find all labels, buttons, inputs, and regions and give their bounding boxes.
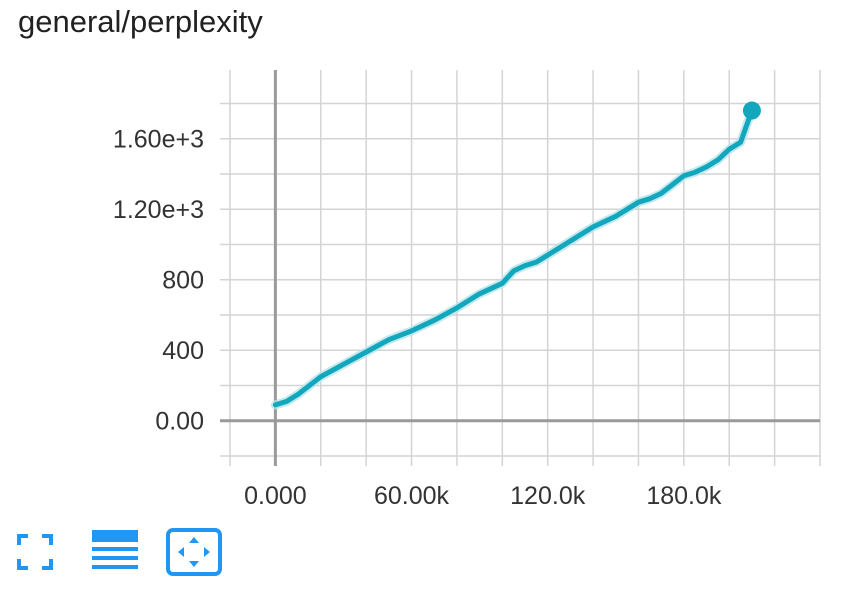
x-tick-label: 120.0k bbox=[510, 482, 586, 510]
x-tick-label: 60.00k bbox=[374, 482, 450, 510]
y-tick-labels: 0.00 400 800 1.20e+3 1.60e+3 bbox=[113, 126, 204, 436]
last-point-marker bbox=[742, 101, 761, 120]
series-line bbox=[272, 108, 755, 408]
fit-domain-icon[interactable] bbox=[166, 528, 222, 576]
y-tick-label: 400 bbox=[162, 337, 204, 365]
y-tick-label: 1.60e+3 bbox=[113, 126, 204, 154]
toggle-log-scale-icon[interactable] bbox=[92, 530, 138, 572]
x-tick-label: 180.0k bbox=[646, 482, 722, 510]
chart-title: general/perplexity bbox=[18, 4, 263, 39]
x-tick-label: 0.000 bbox=[244, 482, 307, 510]
x-tick-labels: 0.000 60.00k 120.0k 180.0k bbox=[244, 482, 722, 510]
y-tick-label: 0.00 bbox=[155, 408, 204, 436]
y-tick-label: 1.20e+3 bbox=[113, 196, 204, 224]
axes bbox=[220, 70, 820, 466]
y-tick-label: 800 bbox=[162, 267, 204, 295]
grid-lines bbox=[220, 70, 821, 466]
series-layer bbox=[270, 101, 761, 410]
fullscreen-icon[interactable] bbox=[17, 534, 53, 570]
line-chart: 0.00 400 800 1.20e+3 1.60e+3 0.000 60.00k 120.… bbox=[113, 70, 821, 510]
